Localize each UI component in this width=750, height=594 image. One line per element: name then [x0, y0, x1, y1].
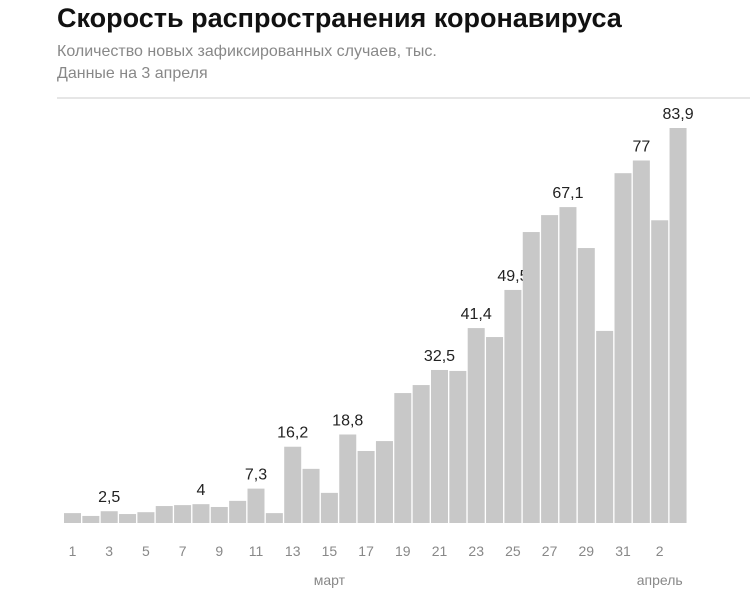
- month-label: апрель: [637, 572, 683, 588]
- bar: [504, 289, 522, 523]
- x-tick-label: 23: [468, 543, 484, 559]
- x-tick-label: 3: [105, 543, 113, 559]
- bar: [431, 369, 448, 523]
- bar: [651, 220, 669, 523]
- bar: [64, 513, 81, 523]
- bar: [284, 446, 302, 523]
- x-tick-label: 17: [358, 543, 374, 559]
- value-label: 49,5: [497, 268, 528, 285]
- x-tick-label: 13: [285, 543, 301, 559]
- bar: [357, 450, 375, 523]
- bar: [192, 504, 210, 523]
- value-label: 77: [632, 138, 650, 155]
- bar: [541, 215, 559, 524]
- bar: [137, 512, 155, 523]
- month-label: март: [314, 572, 346, 588]
- bar: [412, 385, 430, 523]
- bar: [449, 370, 467, 523]
- bar: [82, 515, 100, 523]
- x-tick-label: 7: [179, 543, 187, 559]
- bar: [302, 468, 320, 523]
- x-tick-label: 31: [615, 543, 631, 559]
- bar: [247, 488, 265, 523]
- bar: [614, 173, 632, 523]
- bar: [339, 434, 357, 523]
- value-label: 83,9: [662, 106, 693, 123]
- bar: [394, 393, 412, 523]
- bar: [174, 505, 192, 523]
- bar: [119, 514, 137, 523]
- value-label: 32,5: [424, 348, 455, 365]
- value-label: 2,5: [98, 489, 120, 506]
- bar: [522, 232, 540, 523]
- bar: [559, 207, 577, 523]
- bar: [155, 506, 173, 523]
- value-label: 41,4: [461, 306, 492, 323]
- value-label: 7,3: [245, 467, 267, 484]
- x-tick-label: 25: [505, 543, 521, 559]
- bar: [632, 160, 650, 523]
- bar: [265, 513, 283, 523]
- value-label: 67,1: [552, 185, 583, 202]
- subtitle: Количество новых зафиксированных случаев…: [57, 43, 437, 60]
- x-tick-label: 11: [249, 543, 264, 559]
- x-tick-label: 21: [432, 543, 448, 559]
- bar: [467, 328, 485, 523]
- bar: [596, 330, 614, 523]
- x-tick-label: 29: [579, 543, 595, 559]
- chart-title: Скорость распространения коронавируса: [57, 3, 623, 33]
- bar: [577, 248, 595, 523]
- bar: [486, 337, 504, 523]
- value-label: 4: [196, 482, 205, 499]
- bar: [320, 492, 338, 523]
- bar: [229, 500, 247, 523]
- bar: [375, 441, 393, 523]
- bar: [210, 506, 228, 523]
- x-tick-label: 2: [656, 543, 664, 559]
- x-tick-label: 27: [542, 543, 558, 559]
- x-tick-label: 19: [395, 543, 411, 559]
- bar: [669, 128, 687, 523]
- subtitle: Данные на 3 апреля: [57, 65, 208, 82]
- x-tick-label: 5: [142, 543, 150, 559]
- value-label: 16,2: [277, 425, 308, 442]
- bar: [100, 511, 118, 523]
- x-tick-label: 1: [69, 543, 77, 559]
- x-tick-label: 15: [322, 543, 338, 559]
- x-tick-label: 9: [215, 543, 223, 559]
- value-label: 18,8: [332, 412, 363, 429]
